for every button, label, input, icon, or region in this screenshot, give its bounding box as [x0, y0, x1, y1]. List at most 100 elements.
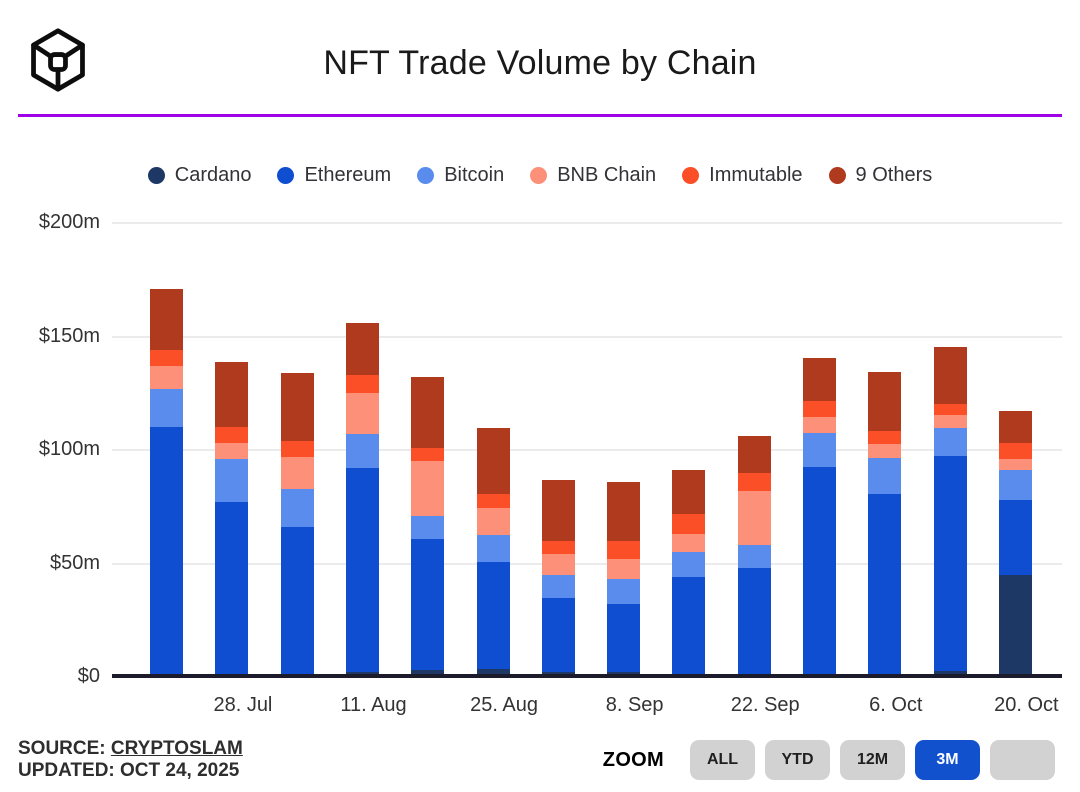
- bar-segment-ethereum[interactable]: [411, 538, 445, 671]
- bar-segment-ethereum[interactable]: [868, 494, 902, 674]
- bar-5[interactable]: [476, 428, 510, 677]
- legend-label: Cardano: [174, 163, 252, 186]
- bar-segment-immutable[interactable]: [541, 540, 575, 555]
- bar-segment-immutable[interactable]: [998, 443, 1032, 460]
- bar-segment-ethereum[interactable]: [607, 604, 641, 673]
- bar-segment-ethereum[interactable]: [346, 468, 379, 673]
- bar-segment-ethereum[interactable]: [150, 427, 184, 675]
- bar-segment-bitcoin[interactable]: [346, 434, 379, 469]
- bar-segment-9-others[interactable]: [933, 346, 967, 404]
- bar-segment-9-others[interactable]: [280, 372, 314, 441]
- legend-item-immutable[interactable]: Immutable: [682, 164, 803, 187]
- bar-0[interactable]: [150, 288, 184, 677]
- source-link[interactable]: CRYPTOSLAM: [110, 738, 243, 759]
- bar-segment-immutable[interactable]: [672, 513, 706, 534]
- bar-segment-ethereum[interactable]: [541, 597, 575, 673]
- bar-11[interactable]: [868, 371, 902, 677]
- bar-segment-ethereum[interactable]: [280, 527, 314, 675]
- bar-7[interactable]: [607, 481, 641, 677]
- bar-segment-immutable[interactable]: [346, 375, 379, 394]
- zoom-button-empty[interactable]: [990, 740, 1055, 780]
- bar-segment-bitcoin[interactable]: [215, 459, 249, 503]
- bar-segment-9-others[interactable]: [672, 470, 706, 514]
- bar-segment-cardano[interactable]: [411, 670, 445, 677]
- bar-segment-bitcoin[interactable]: [607, 579, 641, 605]
- bar-segment-immutable[interactable]: [868, 430, 902, 445]
- bar-segment-ethereum[interactable]: [933, 455, 967, 672]
- bar-segment-immutable[interactable]: [933, 403, 967, 415]
- bar-segment-bitcoin[interactable]: [803, 433, 836, 468]
- bar-segment-immutable[interactable]: [607, 540, 641, 559]
- bar-segment-bitcoin[interactable]: [541, 574, 575, 598]
- bar-segment-9-others[interactable]: [607, 481, 641, 541]
- legend-item-cardano[interactable]: Cardano: [147, 163, 252, 187]
- bar-segment-bnb-chain[interactable]: [150, 366, 184, 389]
- bar-segment-9-others[interactable]: [346, 322, 379, 376]
- bar-segment-9-others[interactable]: [215, 361, 249, 428]
- bar-segment-bitcoin[interactable]: [280, 488, 314, 528]
- bar-segment-immutable[interactable]: [280, 440, 314, 457]
- bar-segment-9-others[interactable]: [541, 479, 575, 541]
- bar-segment-bnb-chain[interactable]: [346, 393, 379, 435]
- bar-segment-ethereum[interactable]: [672, 577, 706, 675]
- bar-segment-bitcoin[interactable]: [868, 457, 902, 495]
- legend-item-bitcoin[interactable]: Bitcoin: [417, 164, 504, 187]
- bar-3[interactable]: [346, 322, 379, 677]
- bar-segment-cardano[interactable]: [998, 574, 1032, 677]
- bar-segment-bitcoin[interactable]: [476, 535, 510, 563]
- bar-segment-immutable[interactable]: [476, 494, 510, 508]
- bar-segment-9-others[interactable]: [803, 358, 836, 402]
- bar-segment-bnb-chain[interactable]: [803, 417, 836, 433]
- bar-segment-bnb-chain[interactable]: [998, 459, 1032, 471]
- bar-segment-bitcoin[interactable]: [150, 388, 184, 428]
- bar-segment-immutable[interactable]: [411, 447, 445, 462]
- bar-segment-9-others[interactable]: [150, 288, 184, 351]
- bar-segment-9-others[interactable]: [868, 371, 902, 431]
- bar-segment-bnb-chain[interactable]: [737, 490, 771, 546]
- bar-segment-immutable[interactable]: [215, 427, 249, 444]
- legend-item-ethereum[interactable]: Ethereum: [277, 164, 391, 187]
- legend-item-bnb-chain[interactable]: BNB Chain: [530, 164, 656, 187]
- bar-segment-9-others[interactable]: [411, 377, 445, 448]
- bar-segment-9-others[interactable]: [737, 436, 771, 473]
- bar-segment-ethereum[interactable]: [476, 562, 510, 670]
- bar-segment-bnb-chain[interactable]: [280, 456, 314, 489]
- zoom-button-12m[interactable]: 12M: [840, 740, 905, 780]
- bar-segment-9-others[interactable]: [998, 411, 1032, 444]
- bar-segment-bnb-chain[interactable]: [868, 444, 902, 458]
- zoom-button-all[interactable]: ALL: [690, 740, 755, 780]
- bar-segment-ethereum[interactable]: [803, 467, 836, 674]
- bar-segment-bitcoin[interactable]: [737, 545, 771, 569]
- bar-segment-bnb-chain[interactable]: [411, 461, 445, 516]
- bar-12[interactable]: [933, 346, 967, 677]
- bar-segment-ethereum[interactable]: [215, 502, 249, 675]
- bar-segment-ethereum[interactable]: [737, 568, 771, 675]
- bar-segment-cardano[interactable]: [476, 669, 510, 677]
- bar-segment-bnb-chain[interactable]: [215, 443, 249, 460]
- bar-segment-bitcoin[interactable]: [998, 470, 1032, 500]
- bar-segment-immutable[interactable]: [150, 350, 184, 367]
- zoom-button-ytd[interactable]: YTD: [765, 740, 830, 780]
- bar-segment-bitcoin[interactable]: [933, 428, 967, 456]
- bar-1[interactable]: [215, 361, 249, 677]
- bar-segment-bnb-chain[interactable]: [607, 558, 641, 580]
- bar-segment-bnb-chain[interactable]: [672, 534, 706, 553]
- bar-segment-bnb-chain[interactable]: [541, 554, 575, 575]
- bar-segment-bitcoin[interactable]: [411, 515, 445, 539]
- bar-segment-bnb-chain[interactable]: [476, 507, 510, 536]
- bar-4[interactable]: [411, 377, 445, 677]
- bar-segment-ethereum[interactable]: [998, 499, 1032, 575]
- bar-segment-immutable[interactable]: [737, 472, 771, 491]
- bar-segment-immutable[interactable]: [803, 401, 836, 418]
- bar-segment-9-others[interactable]: [476, 428, 510, 495]
- bar-segment-bitcoin[interactable]: [672, 552, 706, 578]
- bar-6[interactable]: [541, 479, 575, 677]
- bar-13[interactable]: [998, 411, 1032, 677]
- zoom-button-3m[interactable]: 3M: [915, 740, 980, 780]
- bar-segment-bnb-chain[interactable]: [933, 414, 967, 429]
- bar-8[interactable]: [672, 470, 706, 677]
- bar-9[interactable]: [737, 436, 771, 677]
- bar-2[interactable]: [280, 372, 314, 677]
- legend-item-9-others[interactable]: 9 Others: [828, 164, 932, 187]
- bar-10[interactable]: [803, 358, 836, 677]
